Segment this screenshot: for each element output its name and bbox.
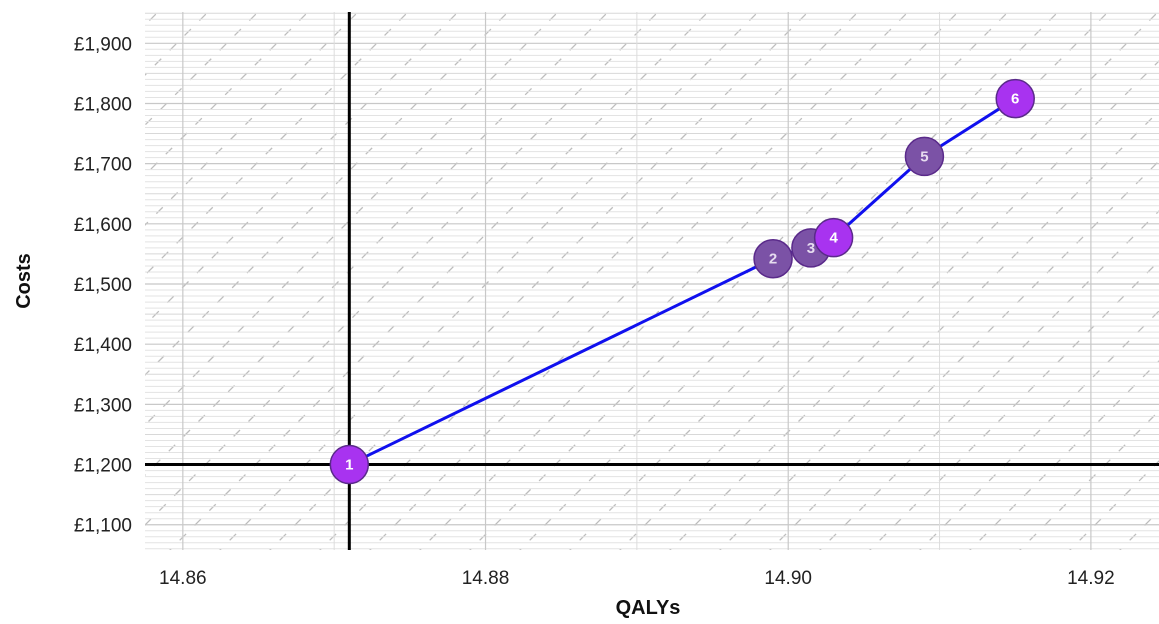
point-marker (904, 136, 945, 177)
data-point-1: 1 (329, 444, 370, 485)
hatch-line (269, 12, 809, 550)
hatch-line (419, 12, 959, 550)
y-axis-ticks: £1,100 £1,200 £1,300 £1,400 £1,500 £1,600 £1,7… (74, 34, 132, 536)
hatch-line (619, 12, 1159, 550)
hatch-line (145, 12, 409, 276)
point-marker (329, 444, 370, 485)
y-axis-title: Costs (13, 253, 35, 309)
x-tick-label: 14.86 (159, 568, 207, 589)
hatch-line (669, 60, 1159, 550)
data-point-4: 4 (813, 217, 854, 258)
y-tick-label: £1,800 (74, 94, 132, 115)
data-point-6: 6 (995, 78, 1035, 119)
y-tick-label: £1,900 (74, 34, 132, 55)
x-tick-label: 14.90 (764, 568, 812, 589)
point-label: 1 (345, 457, 353, 474)
grid-lines (145, 12, 1159, 550)
hatch-line (145, 12, 559, 426)
hatch-line (145, 12, 659, 526)
x-tick-label: 14.92 (1067, 568, 1115, 589)
point-marker (813, 217, 854, 258)
point-label: 5 (920, 148, 928, 165)
data-point-2: 2 (753, 238, 793, 279)
x-tick-label: 14.88 (462, 568, 510, 589)
data-point-5: 5 (904, 136, 945, 177)
y-tick-label: £1,700 (74, 155, 132, 176)
hatch-line (719, 110, 1159, 550)
point-marker (753, 238, 793, 279)
hatch-line (219, 12, 759, 550)
x-axis-ticks: 14.86 14.88 14.90 14.92 (159, 568, 1115, 589)
hatch-line (145, 12, 459, 326)
y-tick-label: £1,600 (74, 215, 132, 236)
hatch-line (869, 260, 1159, 550)
point-label: 3 (807, 240, 815, 257)
hatch-line (769, 160, 1159, 550)
y-tick-label: £1,200 (74, 456, 132, 477)
plot-background (145, 12, 1159, 550)
hatch-line (519, 12, 1059, 550)
point-label: 2 (769, 251, 777, 268)
y-tick-label: £1,400 (74, 335, 132, 356)
plot-area (145, 12, 1159, 550)
y-tick-label: £1,300 (74, 395, 132, 416)
hatch-line (169, 12, 709, 550)
hatch-line (369, 12, 909, 550)
hatch-line (319, 12, 859, 550)
point-label: 4 (829, 230, 838, 247)
hatch-line (819, 210, 1159, 550)
y-tick-label: £1,100 (74, 516, 132, 537)
point-label: 6 (1011, 91, 1019, 108)
x-axis-title: QALYs (616, 597, 681, 619)
y-tick-label: £1,500 (74, 275, 132, 296)
data-points: 1 2 34 5 6 (329, 78, 1035, 485)
point-marker (995, 78, 1035, 119)
hatch-line (569, 12, 1109, 550)
hatch-line (145, 12, 509, 376)
